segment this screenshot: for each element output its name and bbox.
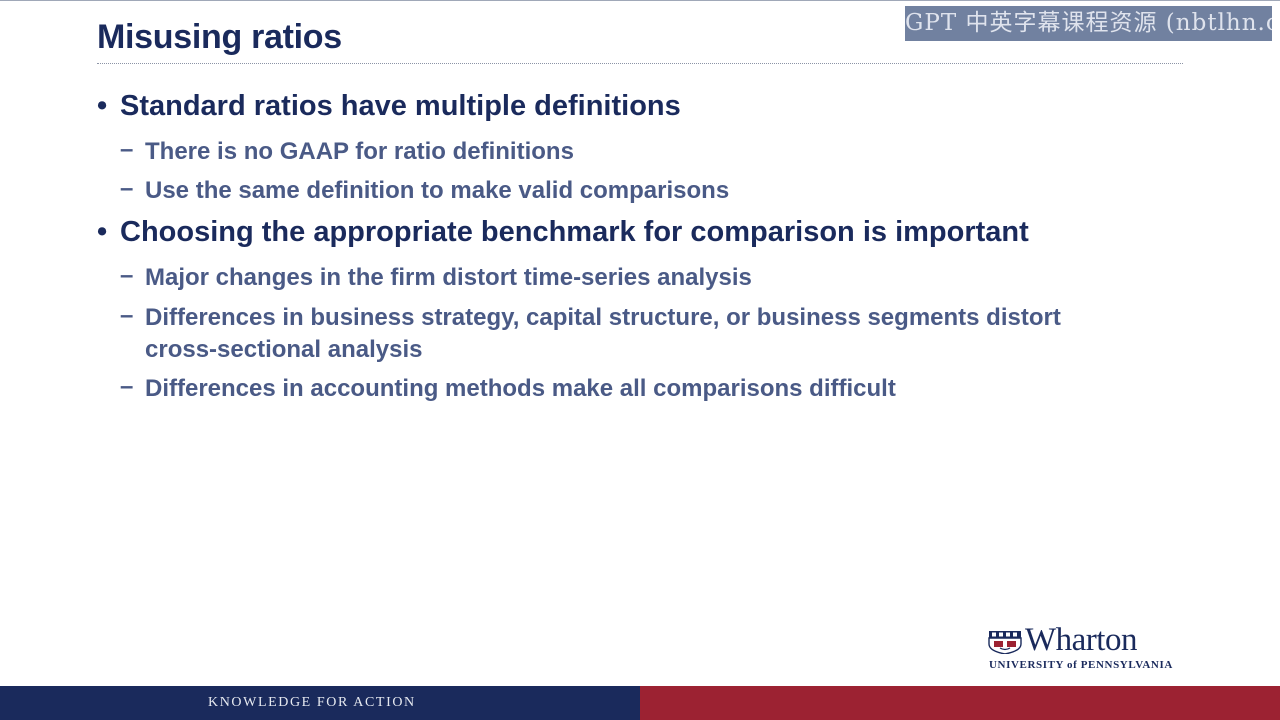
logo-wordmark: Wharton (1025, 622, 1137, 658)
sub-bullet-dash: – (120, 302, 134, 329)
bullet-dot: • (97, 216, 108, 248)
logo-subtitle: UNIVERSITY of PENNSYLVANIA (989, 659, 1173, 671)
sub-bullet-text: Differences in accounting methods make a… (145, 375, 896, 402)
slide-title: Misusing ratios (97, 18, 342, 56)
footer-tagline: KNOWLEDGE FOR ACTION (208, 695, 416, 710)
wharton-logo: Wharton UNIVERSITY of PENNSYLVANIA (988, 622, 1193, 674)
sub-bullet-text: cross-sectional analysis (145, 336, 423, 363)
footer-band-left: KNOWLEDGE FOR ACTION (0, 686, 640, 720)
bullet-text: Standard ratios have multiple definition… (120, 90, 681, 122)
sub-bullet-text: Major changes in the firm distort time-s… (145, 264, 752, 291)
sub-bullet-dash: – (120, 175, 134, 202)
watermark-banner: GPT 中英字幕课程资源 (nbtlhn.com) (905, 6, 1272, 41)
sub-bullet-text: Use the same definition to make valid co… (145, 177, 730, 204)
sub-bullet-dash: – (120, 262, 134, 289)
sub-bullet-text: There is no GAAP for ratio definitions (145, 138, 574, 165)
sub-bullet-text: Differences in business strategy, capita… (145, 304, 1061, 331)
shield-icon (988, 631, 1022, 654)
bullet-text: Choosing the appropriate benchmark for c… (120, 216, 1029, 248)
bullet-list: • Standard ratios have multiple definiti… (97, 90, 1061, 402)
top-border (0, 0, 1280, 1)
sub-bullet-dash: – (120, 373, 134, 400)
title-divider (97, 63, 1183, 64)
sub-bullet-dash: – (120, 136, 134, 163)
footer-band-right (640, 686, 1280, 720)
bullet-dot: • (97, 90, 108, 122)
